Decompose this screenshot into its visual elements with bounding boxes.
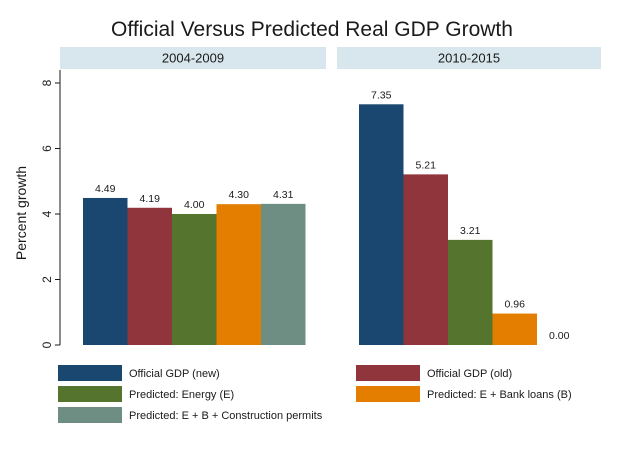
bar-1-2 [127,207,172,345]
data-label-2-5: 0.00 [549,330,570,342]
legend-label-4: Predicted: E + Bank loans (B) [427,389,572,401]
legend-swatch-3 [58,386,122,402]
y-tick-label-2: 2 [40,276,54,283]
y-tick-label-4: 4 [40,210,54,217]
data-label-1-4: 4.30 [229,189,250,201]
data-label-1-3: 4.00 [184,199,205,211]
y-tick-label-8: 8 [40,79,54,86]
data-label-1-2: 4.19 [140,193,161,205]
legend-label-3: Predicted: Energy (E) [129,389,234,401]
legend-swatch-4 [356,386,420,402]
panel-title-1: 2004-2009 [162,51,224,66]
data-label-1-5: 4.31 [273,189,294,201]
legend: Official GDP (new) Official GDP (old) Pred… [58,365,572,423]
panel-header-1 [60,47,326,69]
chart-title: Official Versus Predicted Real GDP Growt… [111,18,513,41]
bar-2-2 [403,174,448,345]
legend-swatch-1 [58,365,122,381]
bar-1-1 [83,197,128,345]
panel-header-2 [337,47,601,69]
bar-2-1 [359,104,404,345]
legend-label-1: Official GDP (new) [129,368,220,380]
bar-1-3 [172,214,217,345]
y-tick-label-6: 6 [40,145,54,152]
legend-label-2: Official GDP (old) [427,368,512,380]
y-tick-label-0: 0 [40,341,54,348]
y-axis: 0 2 4 6 8 [40,70,61,348]
data-label-2-1: 7.35 [371,89,392,101]
bar-2-3 [448,239,493,345]
bar-1-4 [216,204,261,345]
chart-panels: 2004-2009 4.49 4.19 4.00 4.30 4.31 2010-2015 7.… [60,47,601,345]
legend-swatch-5 [58,407,122,423]
legend-swatch-2 [356,365,420,381]
bar-2-4 [492,313,537,345]
data-label-1-1: 4.49 [95,183,116,195]
bar-1-5 [261,203,306,345]
panel-2: 2010-2015 7.35 5.21 3.21 0.96 0.00 [337,47,601,345]
legend-label-5: Predicted: E + B + Construction permits [129,410,323,422]
panel-1: 2004-2009 4.49 4.19 4.00 4.30 4.31 [60,47,326,345]
panel-title-2: 2010-2015 [438,51,500,66]
data-label-2-4: 0.96 [505,299,526,311]
y-axis-label: Percent growth [13,166,29,260]
data-label-2-2: 5.21 [416,159,437,171]
data-label-2-3: 3.21 [460,225,481,237]
